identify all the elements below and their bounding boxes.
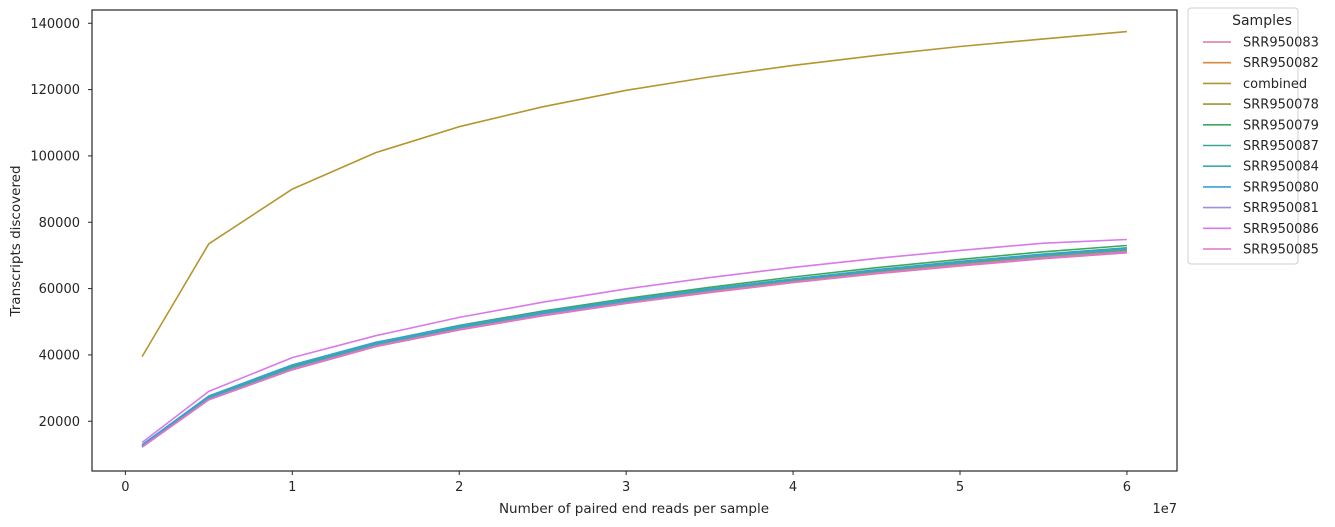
- plot-lines: [141, 30, 1127, 448]
- legend-title: Samples: [1232, 13, 1292, 29]
- series-line-srr950079: [141, 244, 1127, 447]
- y-tick-label: 140000: [30, 17, 80, 32]
- legend-label: SRR950083: [1243, 36, 1319, 51]
- series-line-srr950080: [141, 247, 1127, 446]
- y-axis-label: Transcripts discovered: [8, 165, 24, 317]
- legend-label: SRR950078: [1243, 98, 1319, 113]
- legend-label: SRR950084: [1243, 160, 1319, 175]
- x-tick-label: 0: [121, 480, 129, 495]
- y-tick-label: 20000: [39, 415, 80, 430]
- y-tick-label: 40000: [39, 348, 80, 363]
- x-tick-label: 5: [956, 480, 964, 495]
- series-line-srr950086: [141, 238, 1127, 444]
- y-axis-ticks: 20000 40000 60000 80000 100000 120000 140000: [30, 17, 92, 430]
- x-tick-label: 6: [1123, 480, 1131, 495]
- series-line-srr950084: [141, 248, 1127, 447]
- legend-frame: [1187, 7, 1299, 265]
- x-tick-label: 4: [789, 480, 797, 495]
- x-axis-label: Number of paired end reads per sample: [499, 501, 769, 517]
- legend-label: combined: [1243, 77, 1307, 92]
- series-line-srr950085: [141, 251, 1127, 448]
- x-tick-label: 3: [622, 480, 630, 495]
- y-tick-label: 100000: [30, 149, 80, 164]
- series-line-combined: [141, 30, 1127, 358]
- x-axis-offset-label: 1e7: [1152, 502, 1177, 517]
- legend-label: SRR950081: [1243, 201, 1319, 216]
- y-tick-label: 60000: [39, 282, 80, 297]
- legend-label: SRR950087: [1243, 139, 1319, 154]
- plot-frame: [91, 9, 1178, 472]
- legend-label: SRR950082: [1243, 56, 1319, 71]
- y-tick-label: 80000: [39, 216, 80, 231]
- x-tick-label: 1: [288, 480, 296, 495]
- legend: Samples SRR950083SRR950082combinedSRR950…: [1187, 7, 1319, 265]
- legend-label: SRR950080: [1243, 180, 1319, 195]
- y-tick-label: 120000: [30, 83, 80, 98]
- legend-label: SRR950079: [1243, 118, 1319, 133]
- x-axis-ticks: 0 1 2 3 4 5 6: [121, 471, 1131, 495]
- legend-items: SRR950083 SRR950082 combined SRR950078 SRR95…: [1203, 36, 1319, 258]
- legend-label: SRR950085: [1243, 243, 1319, 258]
- x-tick-label: 2: [455, 480, 463, 495]
- legend-label: SRR950086: [1243, 222, 1319, 237]
